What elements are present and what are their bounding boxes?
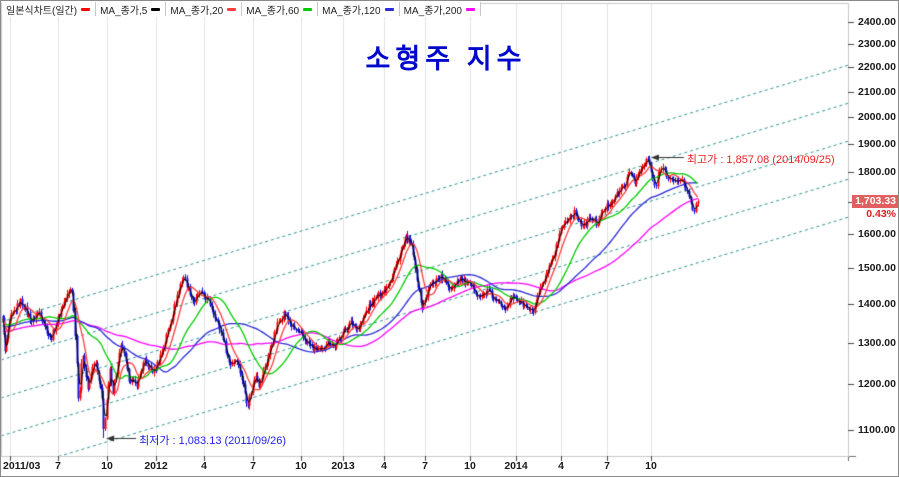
high-price-annotation: 최고가 : 1,857.08 (2014/09/25)	[686, 154, 835, 166]
legend-item-ma60[interactable]: MA_종가,60	[242, 2, 319, 17]
y-tick-label: 2200.00	[858, 61, 896, 74]
x-tick-label: 7	[250, 460, 256, 472]
legend-item-ma120[interactable]: MA_종가,120	[318, 2, 400, 17]
low-price-annotation: 최저가 : 1,083.13 (2011/09/26)	[139, 434, 287, 447]
x-tick-label: 2011/03	[3, 460, 41, 472]
y-tick-label: 2000.00	[858, 111, 896, 124]
y-tick-label: 2400.00	[858, 15, 896, 28]
chart-title: 소형주 지수	[365, 44, 527, 74]
y-tick-label: 1400.00	[858, 297, 896, 310]
legend-item-ma20[interactable]: MA_종가,20	[166, 2, 243, 17]
x-tick-label: 10	[295, 460, 307, 472]
change-percent-label: 0.43%	[866, 208, 896, 221]
x-tick-label: 10	[101, 460, 113, 472]
legend-swatch	[303, 7, 313, 11]
x-tick-label: 4	[201, 460, 207, 472]
legend-item-ma200[interactable]: MA_종가,200	[400, 2, 481, 17]
legend-item-ma5[interactable]: MA_종가,5	[96, 2, 167, 17]
x-tick-label: 10	[645, 460, 657, 472]
y-tick-label: 1500.00	[858, 261, 896, 274]
x-tick-label: 2014	[504, 460, 528, 472]
x-tick-label: 2013	[331, 460, 355, 472]
legend-label: MA_종가,20	[170, 5, 224, 17]
y-tick-label: 2300.00	[858, 38, 896, 51]
y-tick-label: 1800.00	[858, 166, 896, 179]
x-tick-label: 7	[422, 460, 428, 472]
y-tick-label: 1100.00	[858, 423, 896, 436]
legend-swatch	[384, 7, 394, 11]
legend-item-chart-type[interactable]: 일본식차트(일간)	[2, 2, 97, 17]
legend-swatch	[151, 7, 161, 11]
y-tick-label: 1200.00	[858, 378, 896, 391]
x-tick-label: 7	[55, 460, 61, 472]
legend-label: 일본식차트(일간)	[6, 5, 78, 17]
legend-swatch	[227, 7, 237, 11]
legend-swatch	[466, 7, 475, 11]
legend-label: MA_종가,5	[100, 5, 148, 17]
y-tick-label: 1300.00	[858, 336, 896, 349]
y-tick-label: 1900.00	[858, 138, 896, 151]
legend-swatch	[81, 7, 91, 11]
x-tick-label: 7	[604, 460, 610, 472]
chart-legend: 일본식차트(일간) MA_종가,5 MA_종가,20 MA_종가,60 MA_종가,12…	[2, 1, 481, 17]
last-price-badge: 1,703.33	[852, 194, 898, 208]
legend-label: MA_종가,200	[403, 5, 462, 17]
x-tick-label: 10	[464, 460, 476, 472]
y-tick-label: 2100.00	[858, 85, 896, 98]
x-tick-label: 2012	[144, 460, 168, 472]
legend-label: MA_종가,60	[246, 5, 300, 17]
legend-label: MA_종가,120	[322, 5, 381, 17]
x-tick-label: 4	[558, 460, 564, 472]
x-tick-label: 4	[381, 460, 387, 472]
y-tick-label: 1600.00	[858, 227, 896, 240]
